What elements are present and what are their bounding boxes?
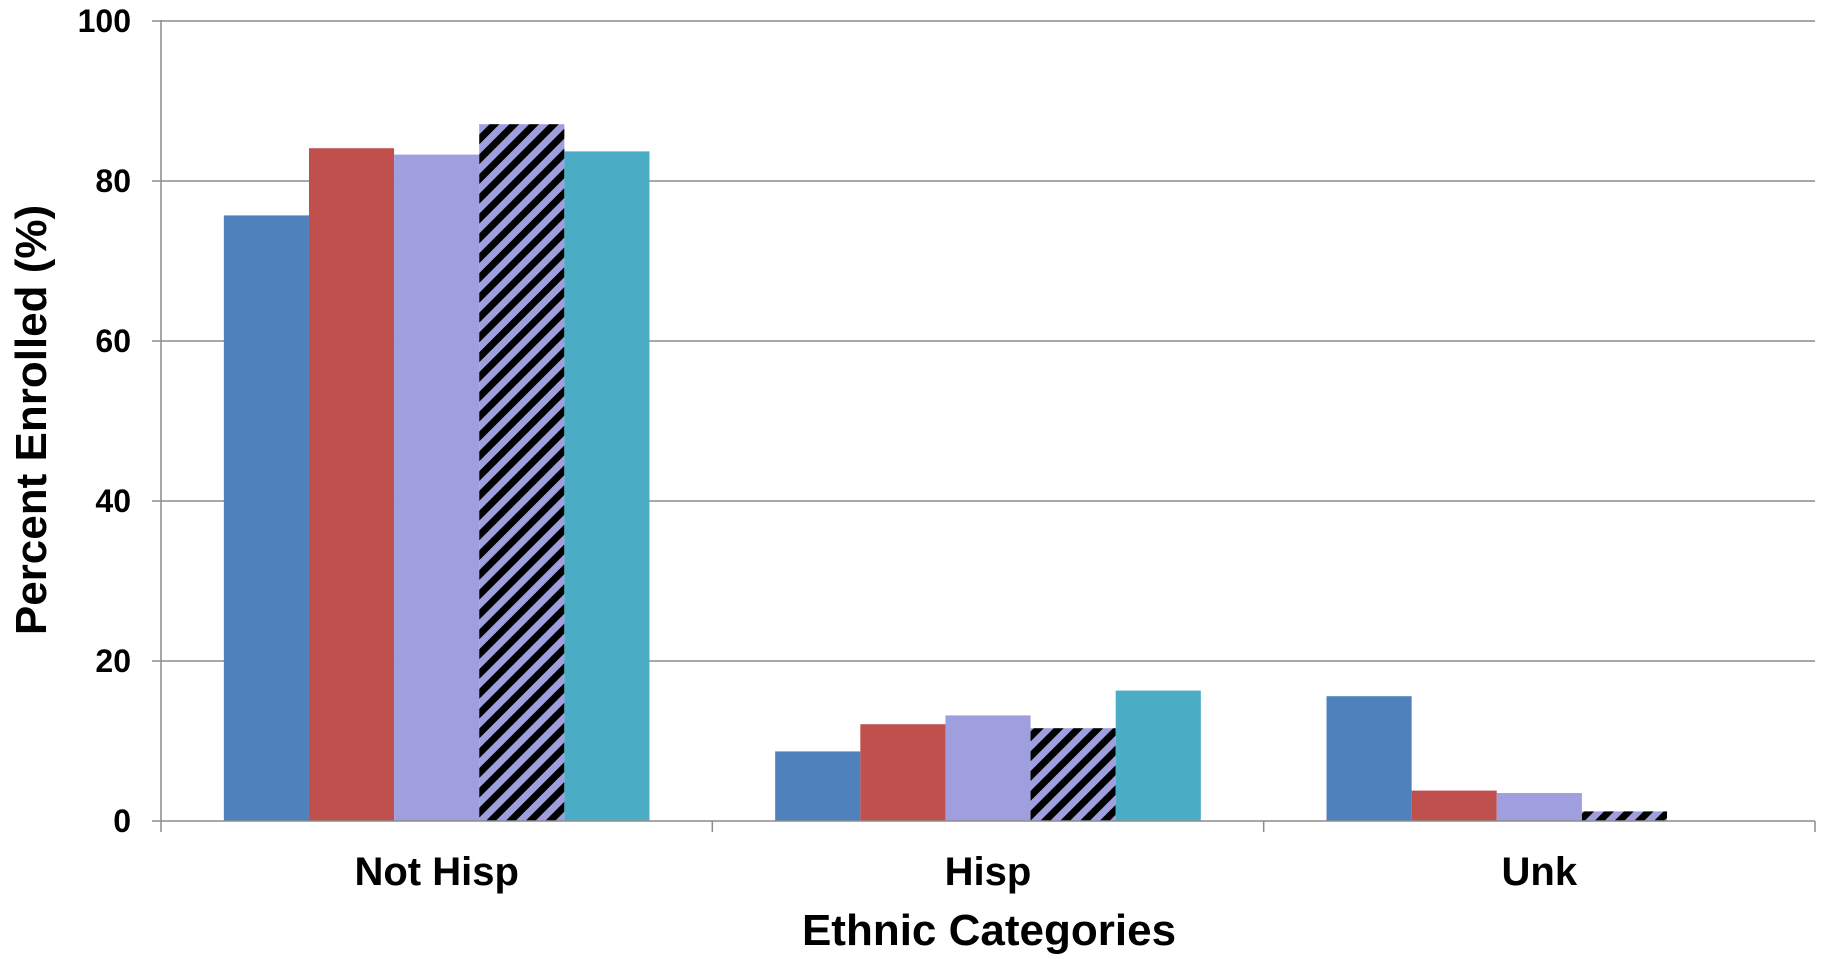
- y-tick-label-20: 20: [95, 643, 131, 679]
- x-tick-label-hisp: Hisp: [945, 850, 1032, 894]
- y-tick-label-80: 80: [95, 163, 131, 199]
- bar-unk-series-4: [1581, 811, 1668, 821]
- bar-not-hisp-series-4: [479, 124, 565, 821]
- bar-not-hisp-series-1: [223, 215, 309, 821]
- bar-hisp-series-3: [945, 715, 1031, 821]
- bar-hisp-series-5: [1115, 690, 1201, 821]
- x-tick-label-unk: Unk: [1502, 850, 1578, 894]
- bar-hisp-series-2: [860, 724, 946, 821]
- x-axis-title: Ethnic Categories: [802, 906, 1176, 955]
- x-tick-label-not-hisp: Not Hisp: [354, 850, 518, 894]
- bar-unk-series-2: [1411, 790, 1497, 821]
- bar-not-hisp-series-5: [564, 151, 650, 821]
- bar-unk-series-1: [1326, 696, 1412, 821]
- tick-labels: 0 20 40 60 80 100 Not Hisp Hisp Unk: [78, 3, 1578, 894]
- y-axis-title: Percent Enrolled (%): [7, 205, 56, 635]
- bar-unk-series-3: [1496, 793, 1582, 821]
- axes: [160, 20, 1816, 832]
- y-tick-label-60: 60: [95, 323, 131, 359]
- bar-hisp-series-1: [775, 751, 861, 821]
- y-tick-label-40: 40: [95, 483, 131, 519]
- bars: [223, 124, 1668, 822]
- y-tick-label-0: 0: [113, 803, 131, 839]
- bar-not-hisp-series-3: [394, 154, 480, 822]
- bar-not-hisp-series-2: [308, 148, 395, 821]
- y-tick-label-100: 100: [78, 3, 131, 39]
- bar-hisp-series-4: [1030, 728, 1116, 821]
